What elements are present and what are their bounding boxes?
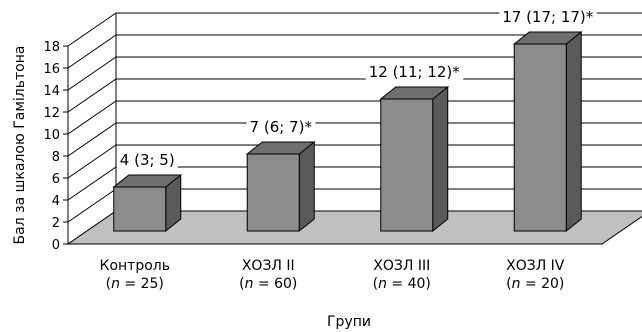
- data-label: 17 (17; 17)*: [502, 8, 594, 26]
- y-tick-label: 18: [43, 40, 60, 55]
- x-tick-sample-size: (n = 20): [506, 276, 564, 292]
- x-tick-sample-size: (n = 25): [106, 276, 164, 292]
- x-axis-title: Групи: [327, 314, 371, 330]
- side-wall-gridline: [67, 100, 117, 135]
- y-tick-label: 8: [52, 150, 60, 165]
- side-wall-gridline: [67, 166, 117, 201]
- data-label: 12 (11; 12)*: [369, 63, 461, 81]
- bar: [246, 153, 300, 232]
- bar: [113, 186, 167, 232]
- side-wall-gridline: [67, 188, 117, 223]
- data-label-background: [499, 7, 597, 27]
- bar-side: [432, 85, 449, 233]
- y-tick-label: 6: [52, 172, 60, 187]
- y-tick-label: 2: [52, 216, 60, 231]
- axis-layer: 0 2 4 6 8 10 12 14 16 18: [43, 40, 602, 253]
- x-tick-label: ХОЗЛ IV: [506, 258, 565, 274]
- bar: [513, 43, 567, 232]
- y-tick-label: 4: [52, 194, 60, 209]
- x-tick-sample-size: (n = 40): [373, 276, 431, 292]
- x-tick-label: ХОЗЛ II: [242, 258, 295, 274]
- x-tick-label: ХОЗЛ III: [373, 258, 430, 274]
- data-label-background: [246, 117, 316, 137]
- bars-layer: [112, 30, 583, 233]
- y-tick-label: 10: [43, 128, 60, 143]
- y-tick-label: 14: [43, 84, 60, 99]
- side-wall-gridline: [67, 56, 117, 91]
- bar: [380, 98, 434, 232]
- side-wall-gridline: [67, 34, 117, 69]
- x-tick-sample-size: (n = 60): [239, 276, 297, 292]
- y-tick-label: 16: [43, 62, 60, 77]
- y-tick-label: 0: [52, 238, 60, 253]
- data-label: 7 (6; 7)*: [250, 118, 313, 136]
- side-wall-gridline: [67, 122, 117, 157]
- data-label-background: [365, 62, 464, 82]
- y-tick-label: 12: [43, 106, 60, 121]
- data-label: 4 (3; 5): [120, 151, 175, 169]
- side-wall-gridline: [67, 12, 117, 47]
- bar-side: [565, 30, 582, 233]
- y-axis-title: Бал за шкалою Гамільтона: [12, 46, 28, 245]
- x-tick-label: Контроль: [100, 258, 170, 274]
- bar-side: [298, 140, 315, 233]
- side-wall-gridline: [67, 78, 117, 113]
- data-label-background: [116, 150, 178, 170]
- side-wall-gridline: [67, 144, 117, 179]
- labels-layer: 4 (3; 5) Контроль (n = 25) 7 (6; 7)* ХОЗЛ II…: [100, 7, 597, 292]
